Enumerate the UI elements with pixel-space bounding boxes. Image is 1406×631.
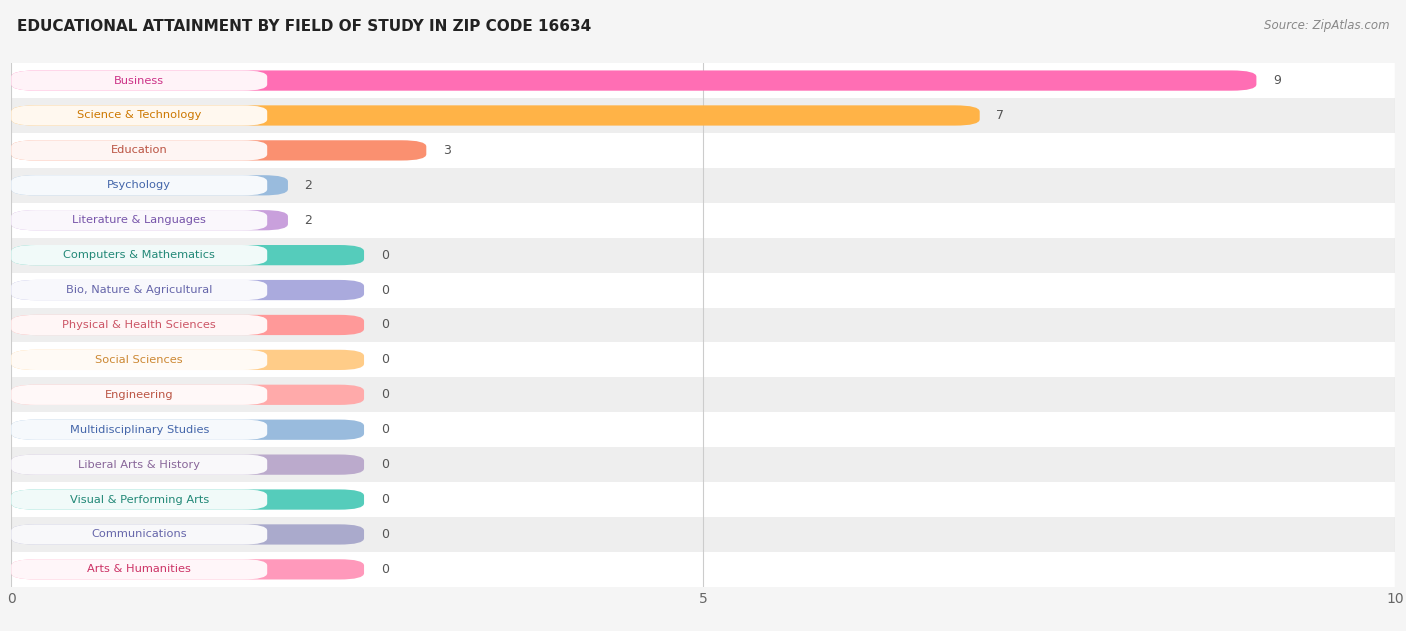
Bar [11,447,1395,482]
FancyBboxPatch shape [11,559,267,579]
FancyBboxPatch shape [11,140,426,160]
Text: Engineering: Engineering [105,390,173,400]
FancyBboxPatch shape [11,175,267,196]
Text: 0: 0 [381,423,388,436]
FancyBboxPatch shape [11,350,267,370]
Text: Social Sciences: Social Sciences [96,355,183,365]
Text: Business: Business [114,76,165,86]
Bar [11,307,1395,343]
Bar [11,552,1395,587]
Text: Source: ZipAtlas.com: Source: ZipAtlas.com [1264,19,1389,32]
Text: Psychology: Psychology [107,180,172,191]
FancyBboxPatch shape [11,210,288,230]
FancyBboxPatch shape [11,140,267,160]
Text: 0: 0 [381,458,388,471]
Bar [11,343,1395,377]
Text: Science & Technology: Science & Technology [77,110,201,121]
Bar [11,203,1395,238]
Bar [11,517,1395,552]
Text: 0: 0 [381,388,388,401]
FancyBboxPatch shape [11,105,980,126]
FancyBboxPatch shape [11,105,267,126]
FancyBboxPatch shape [11,524,364,545]
FancyBboxPatch shape [11,454,364,475]
Text: Bio, Nature & Agricultural: Bio, Nature & Agricultural [66,285,212,295]
FancyBboxPatch shape [11,490,364,510]
Bar [11,98,1395,133]
Text: 9: 9 [1272,74,1281,87]
Bar [11,273,1395,307]
FancyBboxPatch shape [11,315,267,335]
Text: Physical & Health Sciences: Physical & Health Sciences [62,320,217,330]
Text: 0: 0 [381,353,388,367]
Bar [11,63,1395,98]
Bar [11,238,1395,273]
FancyBboxPatch shape [11,385,267,405]
FancyBboxPatch shape [11,245,267,265]
Bar [11,377,1395,412]
FancyBboxPatch shape [11,210,267,230]
Bar [11,133,1395,168]
FancyBboxPatch shape [11,315,364,335]
FancyBboxPatch shape [11,350,364,370]
Text: Liberal Arts & History: Liberal Arts & History [79,459,200,469]
FancyBboxPatch shape [11,524,267,545]
Text: Literature & Languages: Literature & Languages [72,215,207,225]
Text: 0: 0 [381,493,388,506]
FancyBboxPatch shape [11,280,267,300]
Bar [11,482,1395,517]
Text: 0: 0 [381,249,388,262]
FancyBboxPatch shape [11,454,267,475]
FancyBboxPatch shape [11,71,267,91]
FancyBboxPatch shape [11,71,1257,91]
FancyBboxPatch shape [11,280,364,300]
Text: 2: 2 [305,214,312,227]
FancyBboxPatch shape [11,420,267,440]
Text: 2: 2 [305,179,312,192]
Text: EDUCATIONAL ATTAINMENT BY FIELD OF STUDY IN ZIP CODE 16634: EDUCATIONAL ATTAINMENT BY FIELD OF STUDY… [17,19,591,34]
Text: 0: 0 [381,528,388,541]
Text: 0: 0 [381,283,388,297]
Text: Visual & Performing Arts: Visual & Performing Arts [70,495,209,505]
Text: 3: 3 [443,144,451,157]
FancyBboxPatch shape [11,385,364,405]
Text: 0: 0 [381,563,388,576]
Text: Education: Education [111,145,167,155]
Bar [11,168,1395,203]
FancyBboxPatch shape [11,490,267,510]
Text: Multidisciplinary Studies: Multidisciplinary Studies [69,425,209,435]
Text: Computers & Mathematics: Computers & Mathematics [63,250,215,260]
Text: 0: 0 [381,319,388,331]
Text: 7: 7 [997,109,1004,122]
Text: Communications: Communications [91,529,187,540]
FancyBboxPatch shape [11,245,364,265]
Bar [11,412,1395,447]
FancyBboxPatch shape [11,559,364,579]
Text: Arts & Humanities: Arts & Humanities [87,564,191,574]
FancyBboxPatch shape [11,175,288,196]
FancyBboxPatch shape [11,420,364,440]
